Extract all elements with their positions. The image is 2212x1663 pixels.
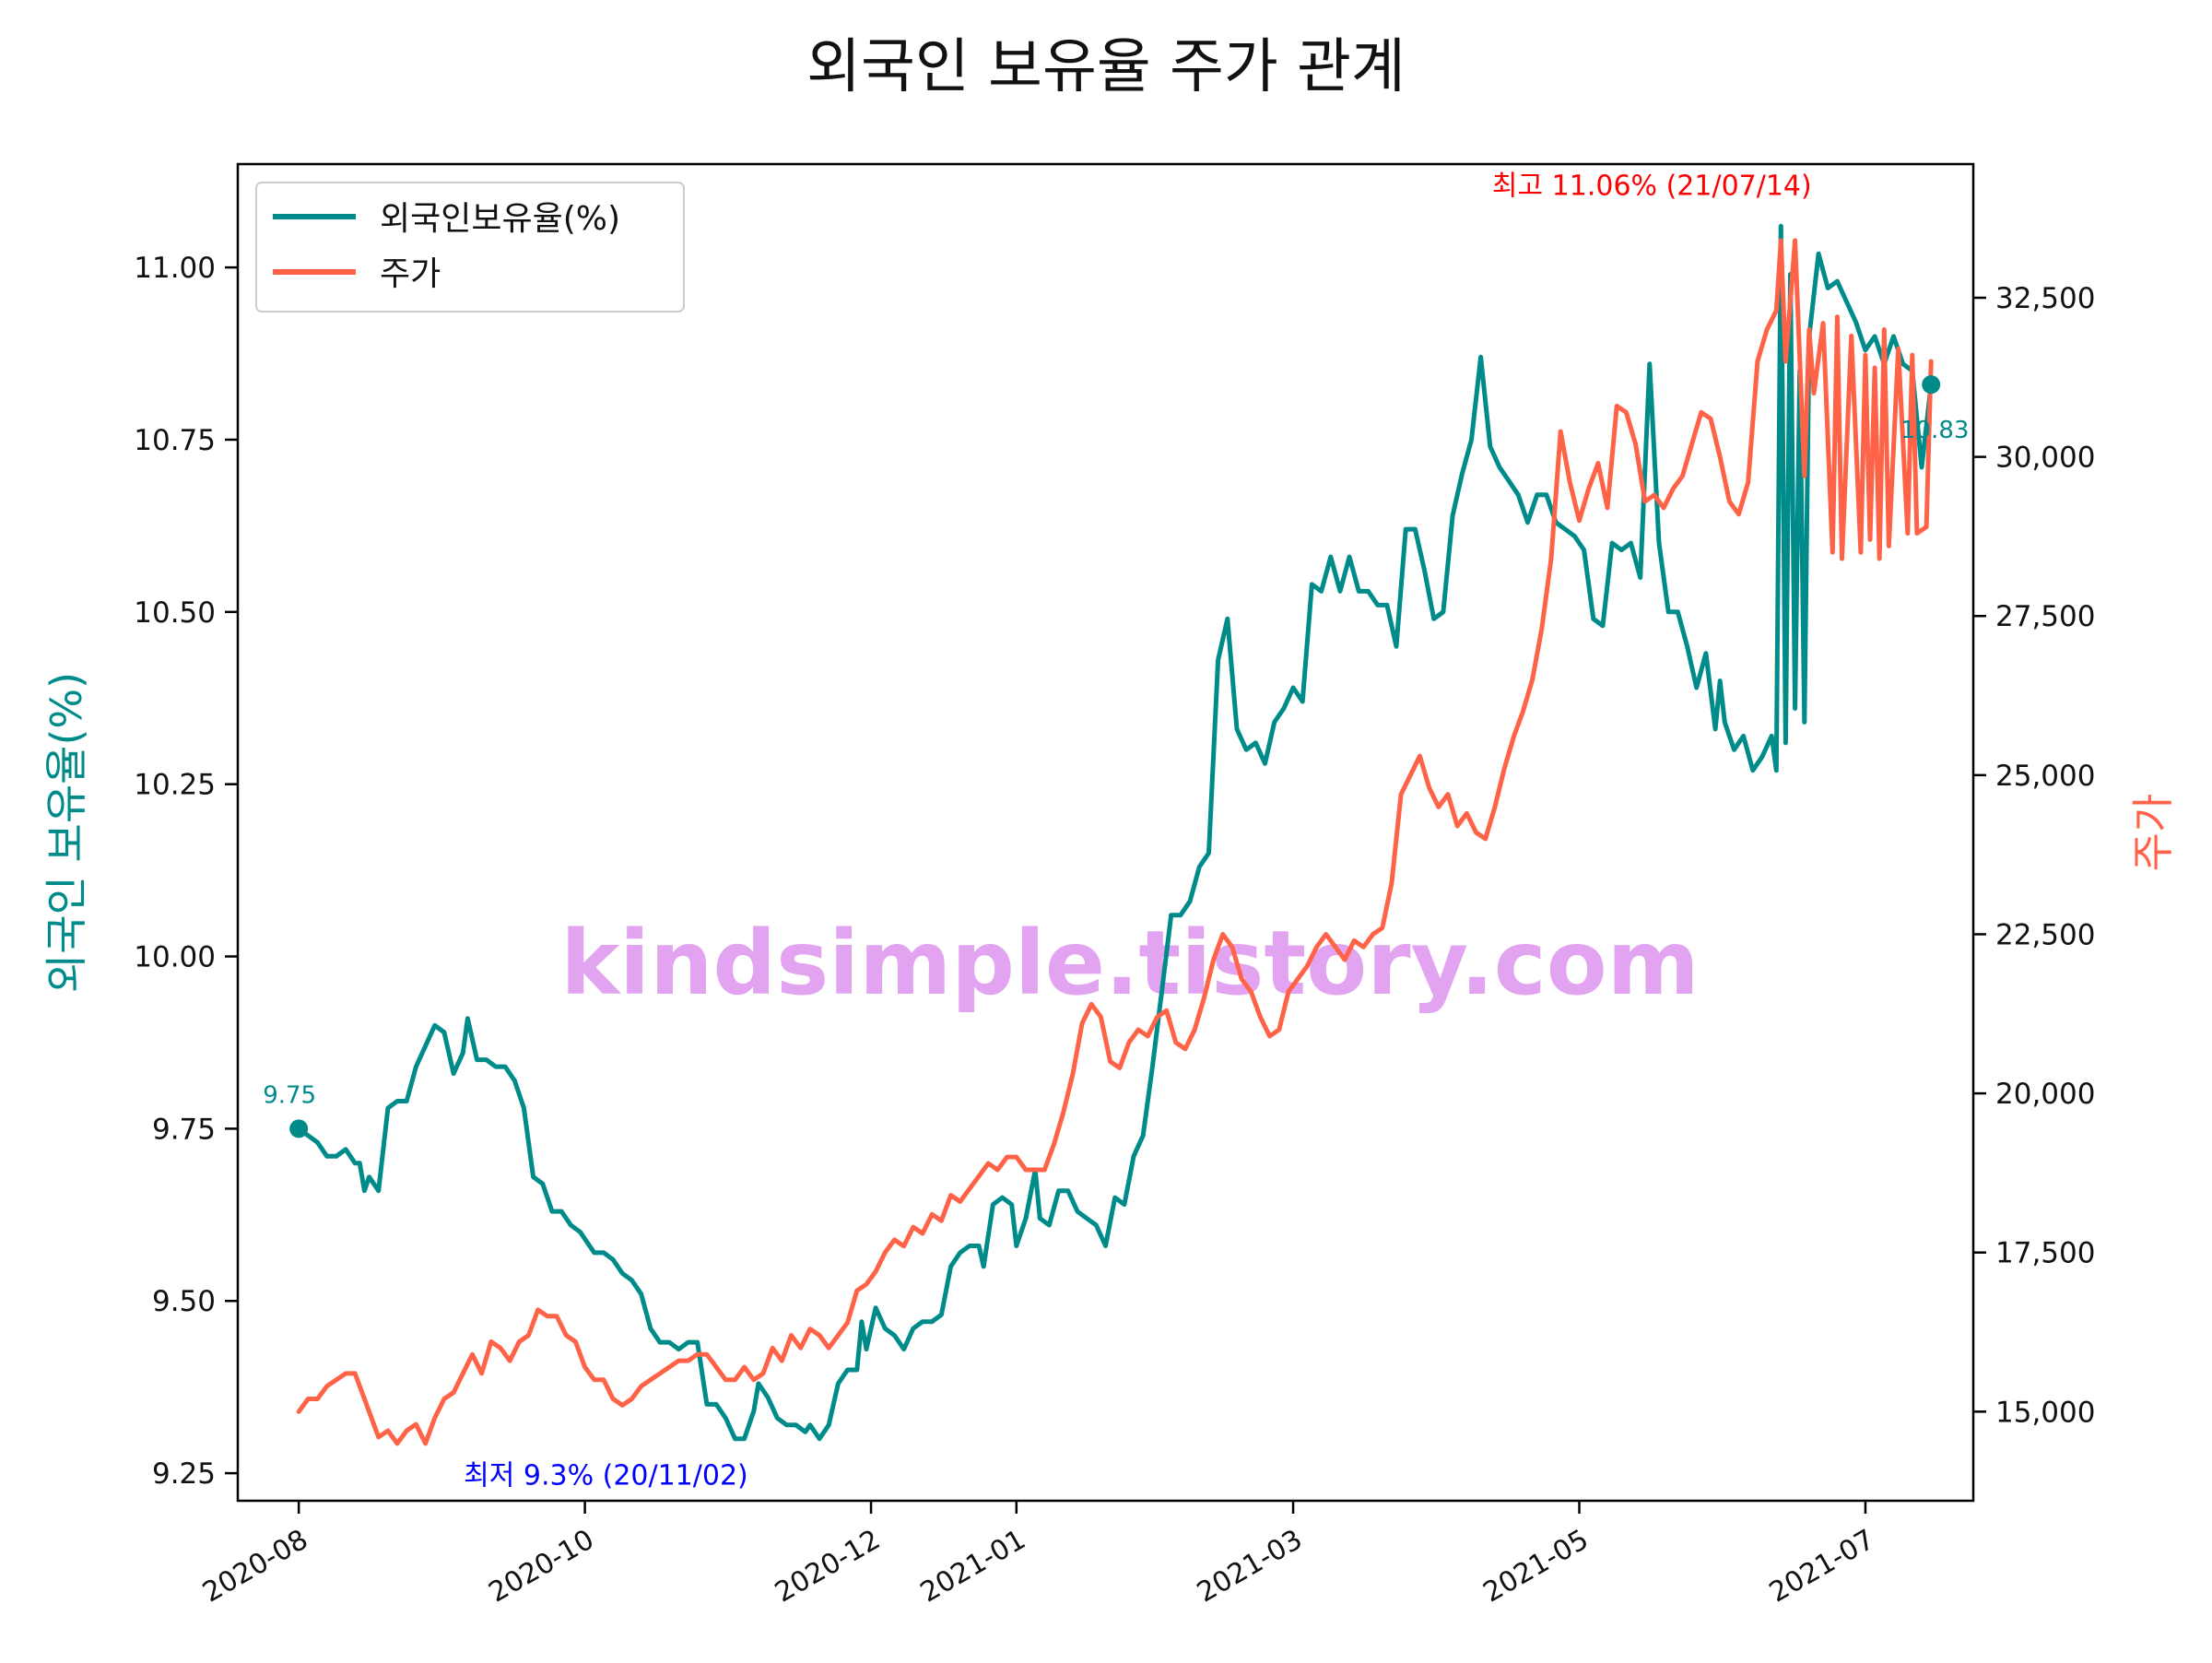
stock-price-line xyxy=(296,238,1934,1446)
chart-title: 외국인 보유율 주가 관계 xyxy=(806,33,1406,101)
x-tick-label: 2021-07 xyxy=(1764,1524,1880,1610)
y-right-tick-label: 30,000 xyxy=(1995,442,2095,475)
foreign-ownership-line xyxy=(296,223,1934,1442)
start-point-marker xyxy=(289,1119,309,1138)
y-right-tick-label: 27,500 xyxy=(1995,600,2095,633)
end-point-marker xyxy=(1922,375,1941,395)
legend-box xyxy=(255,182,685,313)
x-tick-label: 2020-12 xyxy=(770,1524,886,1610)
y-axis-right: 15,000 17,500 20,000 22,500 25,000 27,500 30,0… xyxy=(1973,282,2095,1429)
start-value-label: 9.75 xyxy=(263,1081,316,1109)
y-right-tick-label: 15,000 xyxy=(1995,1396,2095,1429)
y-left-tick-label: 10.00 xyxy=(134,941,216,974)
y-right-tick-label: 25,000 xyxy=(1995,760,2095,793)
legend-label-price: 주가 xyxy=(380,255,441,293)
y-right-tick-label: 17,500 xyxy=(1995,1237,2095,1270)
x-tick-label: 2021-03 xyxy=(1192,1524,1308,1610)
x-tick-label: 2021-01 xyxy=(915,1524,1031,1610)
y-left-tick-label: 11.00 xyxy=(134,252,216,285)
y-left-tick-label: 10.75 xyxy=(134,424,216,457)
legend-label-foreign: 외국인보유율(%) xyxy=(380,200,620,238)
x-tick-label: 2020-10 xyxy=(484,1524,600,1610)
y-left-tick-label: 9.25 xyxy=(152,1457,216,1491)
x-tick-label: 2021-05 xyxy=(1477,1524,1594,1610)
plot-background xyxy=(238,164,1973,1501)
x-axis: 2020-08 2020-10 2020-12 2021-01 2021-03 2021-… xyxy=(197,1501,1880,1610)
plot-area xyxy=(238,164,1973,1501)
legend: 외국인보유율(%) 주가 xyxy=(255,182,685,313)
min-annotation: 최저 9.3% (20/11/02) xyxy=(464,1460,748,1492)
y-left-tick-label: 9.75 xyxy=(152,1113,216,1146)
series-layer xyxy=(296,223,1934,1446)
y-left-tick-label: 9.50 xyxy=(152,1285,216,1318)
y-left-tick-label: 10.25 xyxy=(134,769,216,802)
y-axis-right-label: 주가 xyxy=(2128,794,2178,872)
y-right-tick-label: 32,500 xyxy=(1995,282,2095,315)
y-right-tick-label: 20,000 xyxy=(1995,1078,2095,1111)
y-axis-left-label: 외국인 보유율(%) xyxy=(41,672,91,993)
y-axis-left: 9.25 9.50 9.75 10.00 10.25 10.50 10.75 11.00 xyxy=(134,252,238,1491)
x-tick-label: 2020-08 xyxy=(197,1524,313,1610)
max-annotation: 최고 11.06% (21/07/14) xyxy=(1492,170,1812,202)
annotation-layer: 9.75 10.83 최고 11.06% (21/07/14) 최저 9.3% (20… xyxy=(263,170,1969,1492)
y-right-tick-label: 22,500 xyxy=(1995,918,2095,951)
end-value-label: 10.83 xyxy=(1900,417,1969,444)
watermark-text: kindsimple.tistory.com xyxy=(560,912,1699,1015)
plot-frame xyxy=(236,162,1975,1503)
y-left-tick-label: 10.50 xyxy=(134,596,216,630)
